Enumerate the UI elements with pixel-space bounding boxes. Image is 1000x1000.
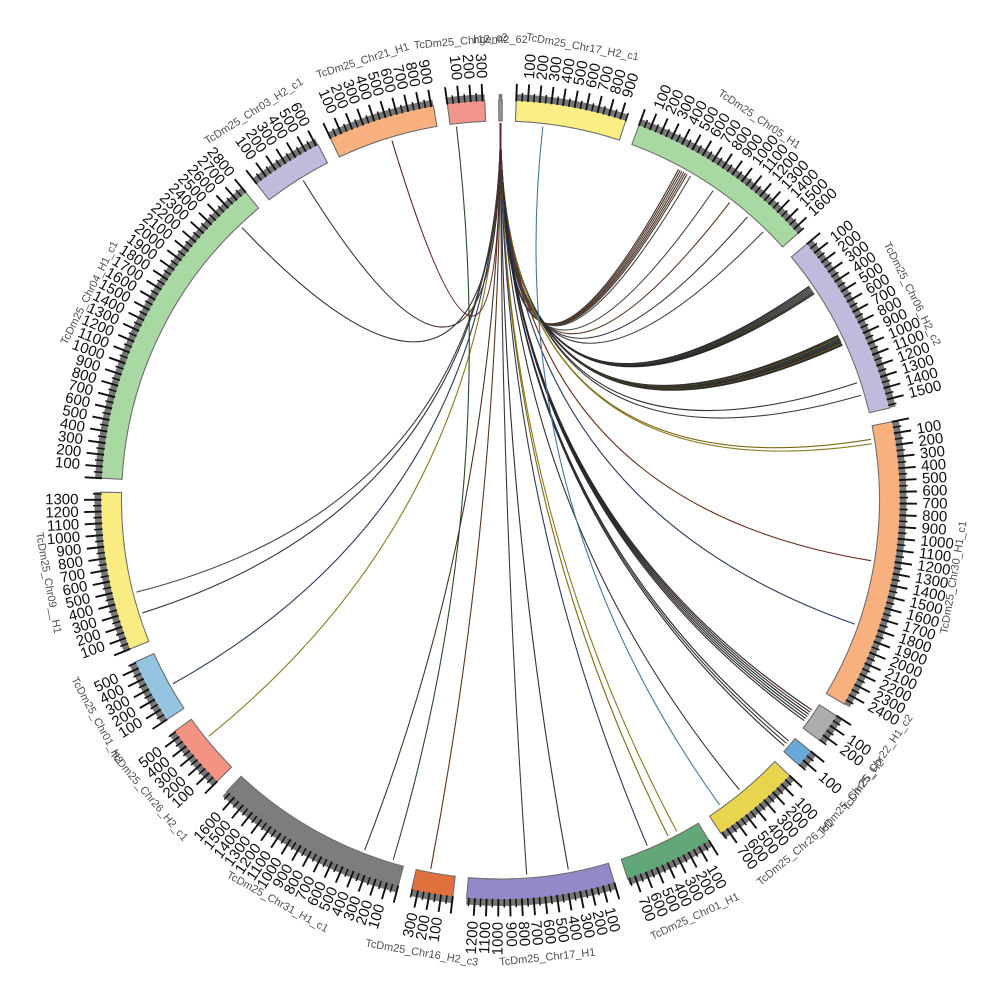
svg-text:300: 300 (70, 614, 99, 638)
svg-text:1000: 1000 (920, 532, 955, 552)
svg-text:100: 100 (426, 916, 447, 943)
svg-text:500: 500 (552, 917, 572, 944)
svg-text:600: 600 (376, 66, 399, 95)
svg-text:700: 700 (389, 63, 411, 91)
svg-text:700: 700 (527, 920, 546, 946)
svg-text:1300: 1300 (45, 491, 78, 508)
svg-text:100: 100 (521, 53, 540, 79)
svg-text:700: 700 (595, 64, 618, 92)
svg-text:400: 400 (558, 57, 579, 84)
svg-text:400: 400 (67, 602, 96, 625)
svg-text:300: 300 (472, 53, 490, 79)
svg-text:600: 600 (922, 482, 947, 500)
svg-text:1000: 1000 (490, 922, 507, 955)
svg-text:200: 200 (55, 441, 82, 461)
svg-text:300: 300 (576, 912, 598, 940)
svg-text:500: 500 (64, 590, 92, 612)
svg-text:500: 500 (570, 59, 591, 87)
svg-text:200: 200 (459, 54, 478, 80)
svg-text:400: 400 (564, 914, 585, 942)
svg-text:500: 500 (922, 469, 948, 487)
svg-text:800: 800 (607, 67, 630, 96)
svg-text:100: 100 (915, 417, 943, 438)
svg-text:1200: 1200 (45, 504, 79, 522)
svg-text:500: 500 (61, 402, 89, 424)
svg-text:100: 100 (601, 906, 624, 935)
svg-text:100: 100 (365, 902, 388, 931)
svg-text:1200: 1200 (463, 921, 482, 955)
svg-text:hgenit2_62: hgenit2_62 (473, 34, 527, 46)
svg-text:900: 900 (921, 520, 947, 539)
svg-text:600: 600 (63, 389, 91, 411)
svg-text:900: 900 (56, 541, 83, 561)
svg-text:1100: 1100 (476, 921, 494, 954)
svg-text:700: 700 (922, 495, 947, 512)
svg-text:200: 200 (589, 909, 611, 937)
svg-text:800: 800 (402, 60, 424, 88)
svg-text:1000: 1000 (46, 529, 81, 549)
svg-text:800: 800 (57, 553, 84, 573)
svg-text:500: 500 (364, 69, 387, 98)
svg-text:100: 100 (446, 55, 466, 82)
svg-text:200: 200 (413, 914, 434, 942)
svg-text:300: 300 (400, 911, 422, 939)
svg-text:400: 400 (59, 415, 87, 436)
svg-text:1100: 1100 (47, 516, 80, 535)
svg-text:900: 900 (502, 922, 520, 947)
svg-text:300: 300 (919, 443, 946, 463)
svg-text:200: 200 (917, 430, 944, 450)
svg-text:200: 200 (353, 898, 377, 927)
svg-text:300: 300 (57, 428, 84, 448)
svg-text:1400: 1400 (911, 582, 947, 606)
svg-text:700: 700 (59, 566, 87, 587)
svg-text:600: 600 (61, 578, 89, 600)
svg-text:1200: 1200 (916, 557, 952, 579)
svg-text:800: 800 (70, 364, 99, 387)
svg-text:200: 200 (533, 54, 552, 81)
svg-text:800: 800 (922, 508, 948, 526)
svg-text:1300: 1300 (914, 569, 950, 592)
svg-text:900: 900 (619, 71, 643, 100)
svg-text:1100: 1100 (918, 545, 952, 566)
svg-text:100: 100 (54, 454, 80, 473)
svg-text:600: 600 (539, 918, 559, 945)
svg-text:600: 600 (583, 62, 605, 90)
svg-text:900: 900 (415, 58, 436, 86)
svg-text:300: 300 (546, 56, 566, 83)
svg-text:400: 400 (920, 456, 946, 475)
svg-text:800: 800 (515, 921, 533, 947)
svg-text:700: 700 (66, 377, 95, 400)
